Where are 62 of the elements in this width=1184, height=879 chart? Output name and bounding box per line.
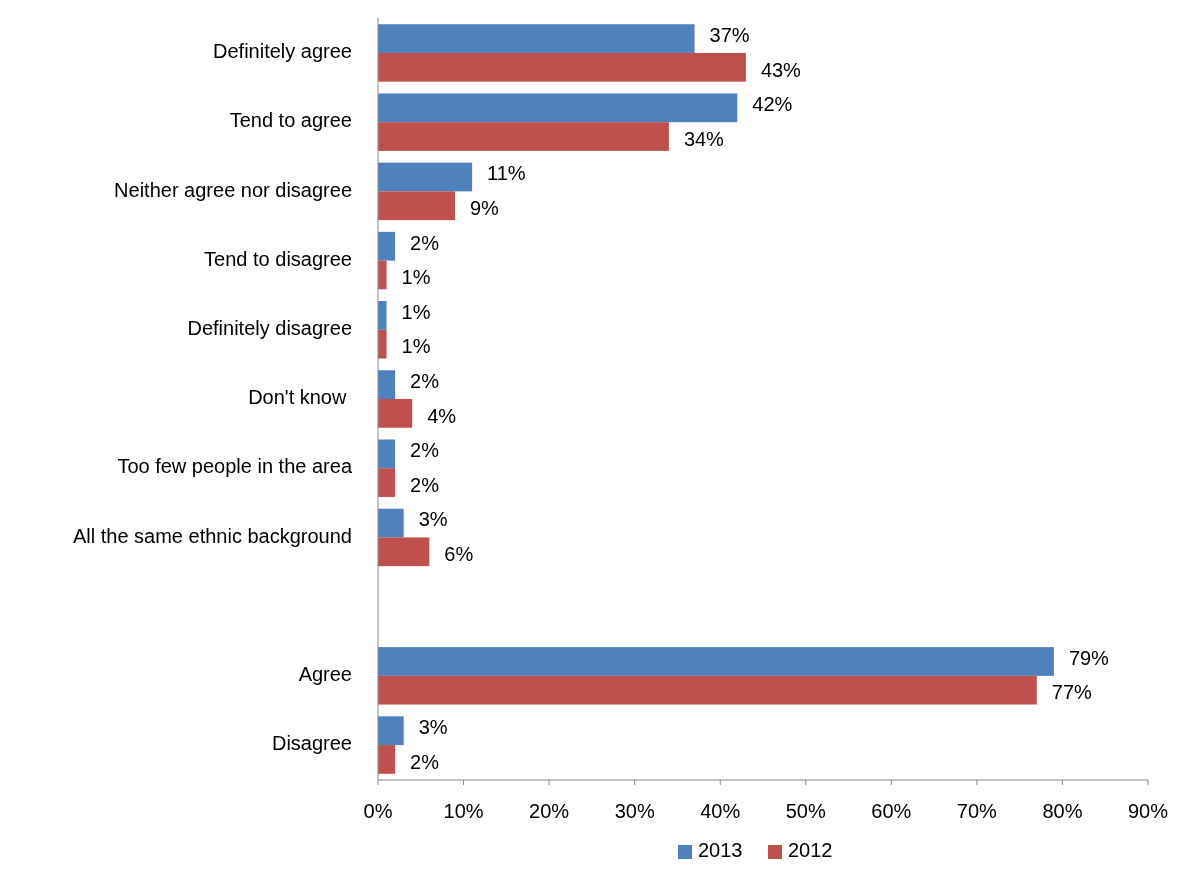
bar xyxy=(378,24,695,53)
data-label: 34% xyxy=(683,127,725,150)
bar xyxy=(378,716,404,746)
data-label: 37% xyxy=(709,23,750,46)
y-tick-label: Tend to agree xyxy=(229,109,352,132)
data-label: 3% xyxy=(418,508,448,531)
data-label: 2% xyxy=(410,750,440,773)
data-label: 4% xyxy=(427,404,457,427)
y-tick-label: Tend to disagree xyxy=(204,247,352,270)
x-tick-label: 40% xyxy=(700,800,741,822)
x-tick-label: 50% xyxy=(785,800,827,822)
x-tick-label: 20% xyxy=(529,800,570,822)
bar xyxy=(378,745,396,774)
x-tick-label: 0% xyxy=(363,800,393,822)
data-label: 2% xyxy=(410,231,440,254)
x-tick-label: 90% xyxy=(1127,800,1169,822)
bar xyxy=(378,52,746,82)
bar xyxy=(378,260,387,290)
bar xyxy=(378,537,430,567)
data-label: 9% xyxy=(470,197,500,220)
bar xyxy=(378,122,669,151)
data-label: 1% xyxy=(401,335,431,358)
data-label: 2% xyxy=(410,439,440,462)
legend-label: 2013 xyxy=(698,839,743,862)
y-tick-label: Agree xyxy=(298,663,352,686)
data-label: 79% xyxy=(1068,646,1110,669)
x-tick-label: 60% xyxy=(871,800,912,822)
bar xyxy=(378,93,738,123)
data-label: 1% xyxy=(401,266,431,289)
y-tick-label: Too few people in the area xyxy=(117,455,353,478)
x-tick-label: 70% xyxy=(956,800,998,822)
legend-label: 2012 xyxy=(788,839,833,862)
y-tick-label: Neither agree nor disagree xyxy=(114,178,352,201)
bar xyxy=(378,675,1037,705)
data-label: 42% xyxy=(752,93,793,116)
bar xyxy=(378,329,387,359)
bar xyxy=(378,439,396,469)
y-tick-label: All the same ethnic background xyxy=(72,524,352,547)
bar xyxy=(378,301,387,330)
data-label: 11% xyxy=(487,162,526,185)
data-label: 2% xyxy=(410,369,440,392)
data-label: 6% xyxy=(444,543,474,566)
y-tick-label: Definitely agree xyxy=(213,40,352,63)
bar xyxy=(378,508,404,538)
y-tick-label: Definitely disagree xyxy=(187,317,352,340)
bar xyxy=(378,162,473,192)
x-tick-label: 80% xyxy=(1042,800,1083,822)
y-tick-label: Don't know xyxy=(248,386,352,409)
bar xyxy=(378,370,396,399)
data-label: 43% xyxy=(760,58,802,81)
data-label: 3% xyxy=(418,715,448,738)
bar xyxy=(378,399,413,428)
data-label: 1% xyxy=(401,300,431,323)
bar xyxy=(378,468,396,497)
x-tick-label: 10% xyxy=(443,800,484,822)
x-tick-label: 30% xyxy=(614,800,655,822)
bar xyxy=(378,231,396,261)
data-label: 77% xyxy=(1051,681,1093,704)
data-label: 2% xyxy=(410,473,440,496)
bar xyxy=(378,647,1054,676)
bar xyxy=(378,191,455,221)
y-tick-label: Disagree xyxy=(271,732,352,755)
